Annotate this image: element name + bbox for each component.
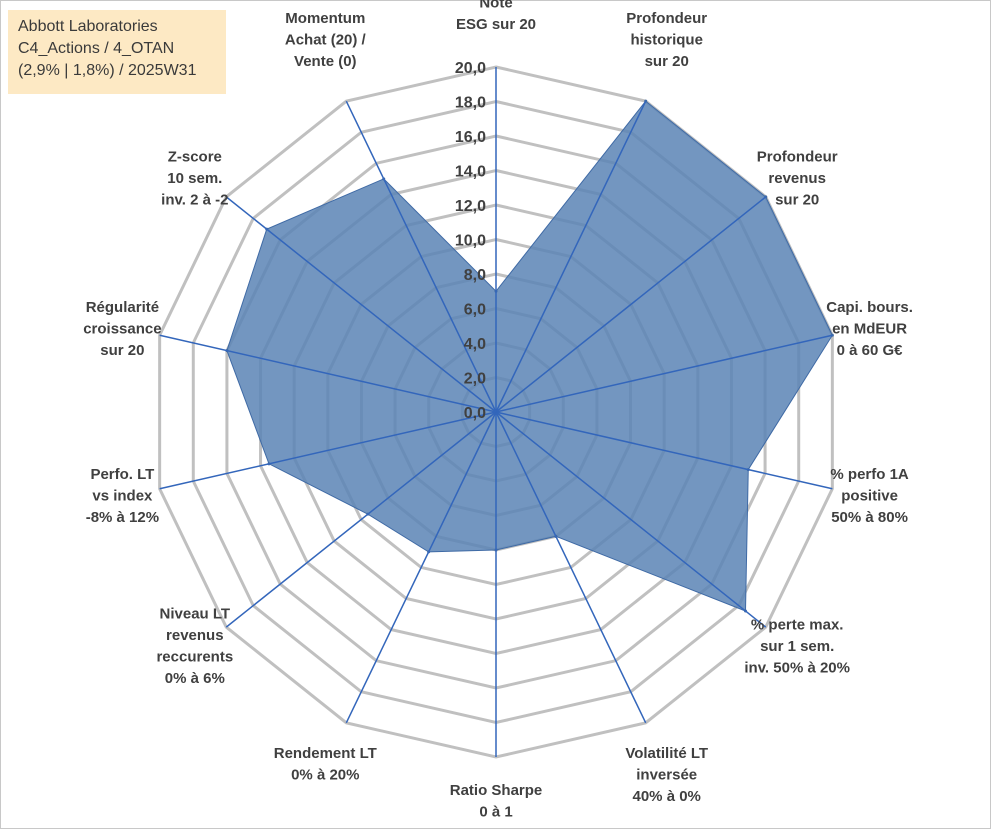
radar-tick-labels: 0,0 2,0 4,0 6,0 8,0 10,0 12,0 14,0 16,0 18,0 20,0	[455, 60, 486, 422]
tick-label: 0,0	[464, 405, 486, 422]
axis-label-line: Achat (20) /	[285, 32, 367, 49]
axis-label: Volatilité LT inversée 40% à 0%	[625, 745, 708, 805]
axis-label-line: positive	[841, 487, 898, 504]
axis-label-line: Z-score	[168, 149, 222, 166]
axis-label-line: sur 1 sem.	[760, 638, 834, 655]
spoke-line	[495, 411, 647, 724]
spoke-line	[225, 196, 497, 413]
spoke-line	[225, 411, 497, 628]
axis-label: Z-score 10 sem. inv. 2 à -2	[161, 149, 228, 209]
axis-label-line: Profondeur	[757, 149, 838, 166]
title-line-3: (2,9% | 1,8%) / 2025W31	[18, 62, 197, 79]
axis-label-line: % perte max.	[751, 616, 844, 633]
radar-axis-labels: Note ESG sur 20 Profondeur historique sur 20…	[83, 0, 913, 821]
axis-label: Capi. bours. en MdEUR 0 à 60 G€	[826, 299, 913, 359]
axis-label-line: revenus	[166, 627, 224, 644]
axis-label-line: reccurents	[156, 649, 233, 666]
axis-label-line: revenus	[768, 170, 826, 187]
spoke-line	[495, 334, 833, 413]
axis-label: Ratio Sharpe 0 à 1	[450, 782, 543, 821]
axis-label-line: % perfo 1A	[830, 466, 909, 483]
axis-label-line: Capi. bours.	[826, 299, 913, 316]
axis-label-line: croissance	[83, 321, 161, 338]
axis-label-line: sur 20	[645, 53, 689, 70]
axis-label-line: 0 à 60 G€	[837, 342, 904, 359]
axis-label-line: Profondeur	[626, 10, 707, 27]
axis-label-line: historique	[630, 32, 703, 49]
tick-label: 12,0	[455, 198, 486, 215]
axis-label: % perte max. sur 1 sem. inv. 50% à 20%	[744, 616, 850, 676]
tick-label: 20,0	[455, 60, 486, 77]
axis-label-line: 50% à 80%	[831, 509, 908, 526]
axis-label-line: 0% à 20%	[291, 766, 359, 783]
axis-label-line: sur 20	[775, 192, 819, 209]
axis-label-line: Ratio Sharpe	[450, 782, 543, 799]
spoke-line	[345, 411, 497, 724]
axis-label: Profondeur revenus sur 20	[757, 149, 838, 209]
axis-label: Régularité croissance sur 20	[83, 299, 161, 359]
axis-label: Momentum Achat (20) / Vente (0)	[285, 10, 367, 70]
axis-label: % perfo 1A positive 50% à 80%	[830, 466, 909, 526]
spoke-line	[495, 100, 647, 413]
axis-label: Rendement LT 0% à 20%	[274, 745, 377, 784]
tick-label: 10,0	[455, 233, 486, 250]
axis-label-line: inv. 2 à -2	[161, 192, 228, 209]
axis-label-line: Volatilité LT	[625, 745, 708, 762]
axis-label-line: ESG sur 20	[456, 16, 536, 33]
title-line-1: Abbott Laboratories	[18, 18, 158, 35]
axis-label-line: Régularité	[86, 299, 159, 316]
spoke-line	[159, 334, 497, 413]
axis-label-line: Niveau LT	[160, 606, 231, 623]
axis-label-line: Perfo. LT	[90, 466, 154, 483]
tick-label: 4,0	[464, 336, 486, 353]
axis-label: Note ESG sur 20	[456, 0, 536, 33]
chart-title-box: Abbott Laboratories C4_Actions / 4_OTAN …	[8, 10, 226, 94]
axis-label-line: Note	[479, 0, 512, 12]
axis-label-line: Rendement LT	[274, 745, 377, 762]
spoke-line	[495, 411, 833, 490]
axis-label-line: -8% à 12%	[86, 509, 159, 526]
axis-label-line: 0 à 1	[479, 804, 512, 821]
spoke-line	[159, 411, 497, 490]
axis-label-line: sur 20	[100, 342, 144, 359]
axis-label-line: 10 sem.	[167, 170, 222, 187]
axis-label: Profondeur historique sur 20	[626, 10, 707, 70]
tick-label: 16,0	[455, 129, 486, 146]
tick-label: 18,0	[455, 95, 486, 112]
axis-label-line: 40% à 0%	[633, 788, 701, 805]
axis-label-line: Momentum	[285, 10, 365, 27]
radar-spokes	[159, 67, 833, 757]
axis-label: Perfo. LT vs index -8% à 12%	[86, 466, 159, 526]
axis-label-line: 0% à 6%	[165, 670, 225, 687]
title-line-2: C4_Actions / 4_OTAN	[18, 40, 175, 57]
axis-label-line: en MdEUR	[832, 321, 907, 338]
axis-label-line: inversée	[636, 766, 697, 783]
tick-label: 14,0	[455, 164, 486, 181]
spoke-line	[495, 411, 767, 628]
spoke-line	[495, 196, 767, 413]
tick-label: 8,0	[464, 267, 486, 284]
axis-label-line: Vente (0)	[294, 53, 357, 70]
tick-label: 6,0	[464, 302, 486, 319]
axis-label-line: vs index	[92, 487, 153, 504]
axis-label: Niveau LT revenus reccurents 0% à 6%	[156, 606, 233, 688]
axis-label-line: inv. 50% à 20%	[744, 659, 850, 676]
spoke-line	[345, 100, 497, 413]
tick-label: 2,0	[464, 371, 486, 388]
